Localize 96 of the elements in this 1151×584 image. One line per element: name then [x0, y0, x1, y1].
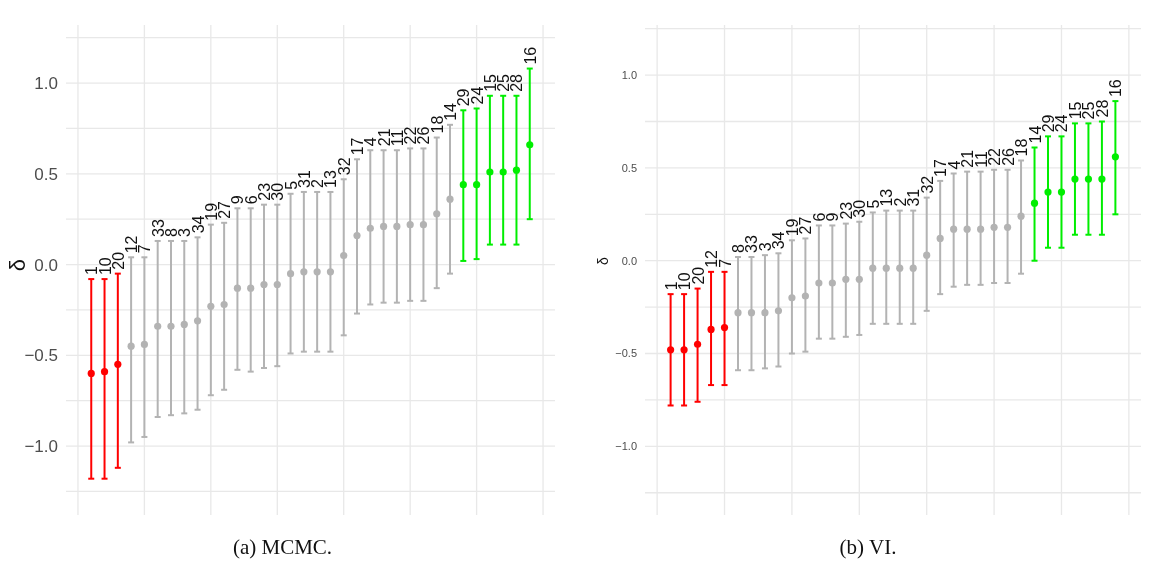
point [774, 307, 783, 315]
point [260, 280, 268, 289]
point [393, 222, 401, 231]
point [446, 195, 454, 203]
point [923, 251, 931, 259]
point [788, 294, 796, 302]
x-tick-label: 3 [756, 242, 774, 252]
point [761, 309, 769, 317]
x-tick-label: 8 [730, 244, 747, 254]
point [963, 225, 971, 233]
y-tick-label: 0.5 [621, 161, 637, 174]
point [180, 320, 188, 329]
x-tick-label: 19 [783, 218, 801, 237]
point [366, 224, 374, 232]
point [869, 264, 877, 272]
point [220, 300, 228, 309]
point [828, 279, 836, 287]
point [433, 210, 441, 218]
point [977, 225, 985, 233]
point [801, 292, 809, 300]
point [193, 317, 202, 325]
point [419, 221, 428, 229]
point [667, 346, 675, 354]
point [950, 225, 958, 233]
point [680, 346, 688, 354]
y-tick-label: −1.0 [24, 437, 58, 457]
point [406, 221, 414, 229]
point [154, 322, 162, 330]
x-tick-label: 32 [335, 157, 353, 176]
point [747, 309, 756, 317]
point [936, 234, 944, 243]
text: (b) VI. [838, 535, 898, 560]
point [286, 270, 295, 278]
point [734, 309, 742, 317]
x-tick-label: 29 [1040, 114, 1057, 133]
y-tick-label: −0.5 [24, 346, 58, 366]
point [340, 251, 348, 260]
point [526, 141, 534, 149]
text: (a) MCMC. [231, 535, 334, 560]
point [207, 302, 215, 310]
point [326, 268, 335, 276]
point [707, 325, 715, 333]
y-tick-label: −1.0 [615, 440, 637, 453]
point [1071, 175, 1079, 183]
y-tick-label: 0.0 [34, 255, 58, 275]
point [127, 342, 135, 350]
y-tick-label: 0.5 [34, 164, 58, 184]
x-tick-label: 7 [136, 244, 154, 254]
y-tick-label: 1.0 [34, 74, 58, 94]
y-tick-label: 1.0 [621, 69, 637, 82]
point [1057, 188, 1066, 196]
point [693, 340, 702, 348]
point [313, 268, 321, 276]
point [499, 168, 507, 176]
point [379, 222, 388, 231]
y-axis-title: δ [594, 255, 612, 267]
point [459, 181, 467, 189]
point [855, 275, 863, 283]
point [473, 181, 481, 189]
point [353, 231, 361, 240]
x-tick-label: 16 [521, 46, 539, 65]
point [1111, 153, 1119, 161]
y-axis-title: δ [4, 257, 31, 273]
point [990, 223, 998, 231]
x-tick-label: 28 [508, 73, 526, 92]
point [233, 284, 242, 292]
x-tick-label: 20 [689, 266, 707, 285]
x-tick-label: 28 [1093, 99, 1111, 118]
point [273, 280, 281, 289]
point [842, 275, 850, 283]
point [720, 323, 729, 332]
x-tick-label: 15 [1066, 101, 1084, 120]
point [882, 264, 890, 272]
y-tick-label: 0.0 [621, 254, 637, 267]
point [300, 268, 308, 276]
point [896, 264, 904, 272]
x-tick-label: 32 [918, 175, 936, 194]
point [1030, 199, 1039, 207]
point [1003, 223, 1012, 231]
x-tick-label: 7 [716, 258, 734, 268]
point [1084, 175, 1093, 183]
point [100, 368, 109, 376]
point [1098, 175, 1106, 183]
x-tick-label: 16 [1107, 79, 1125, 98]
point [114, 360, 122, 368]
point [909, 264, 917, 272]
point [486, 168, 494, 176]
point [1017, 212, 1025, 220]
point [140, 340, 148, 349]
point [1044, 188, 1052, 196]
point [815, 279, 823, 287]
point [512, 166, 521, 174]
point [167, 322, 175, 330]
y-tick-label: −0.5 [615, 347, 637, 360]
point [87, 369, 95, 378]
point [247, 284, 255, 292]
